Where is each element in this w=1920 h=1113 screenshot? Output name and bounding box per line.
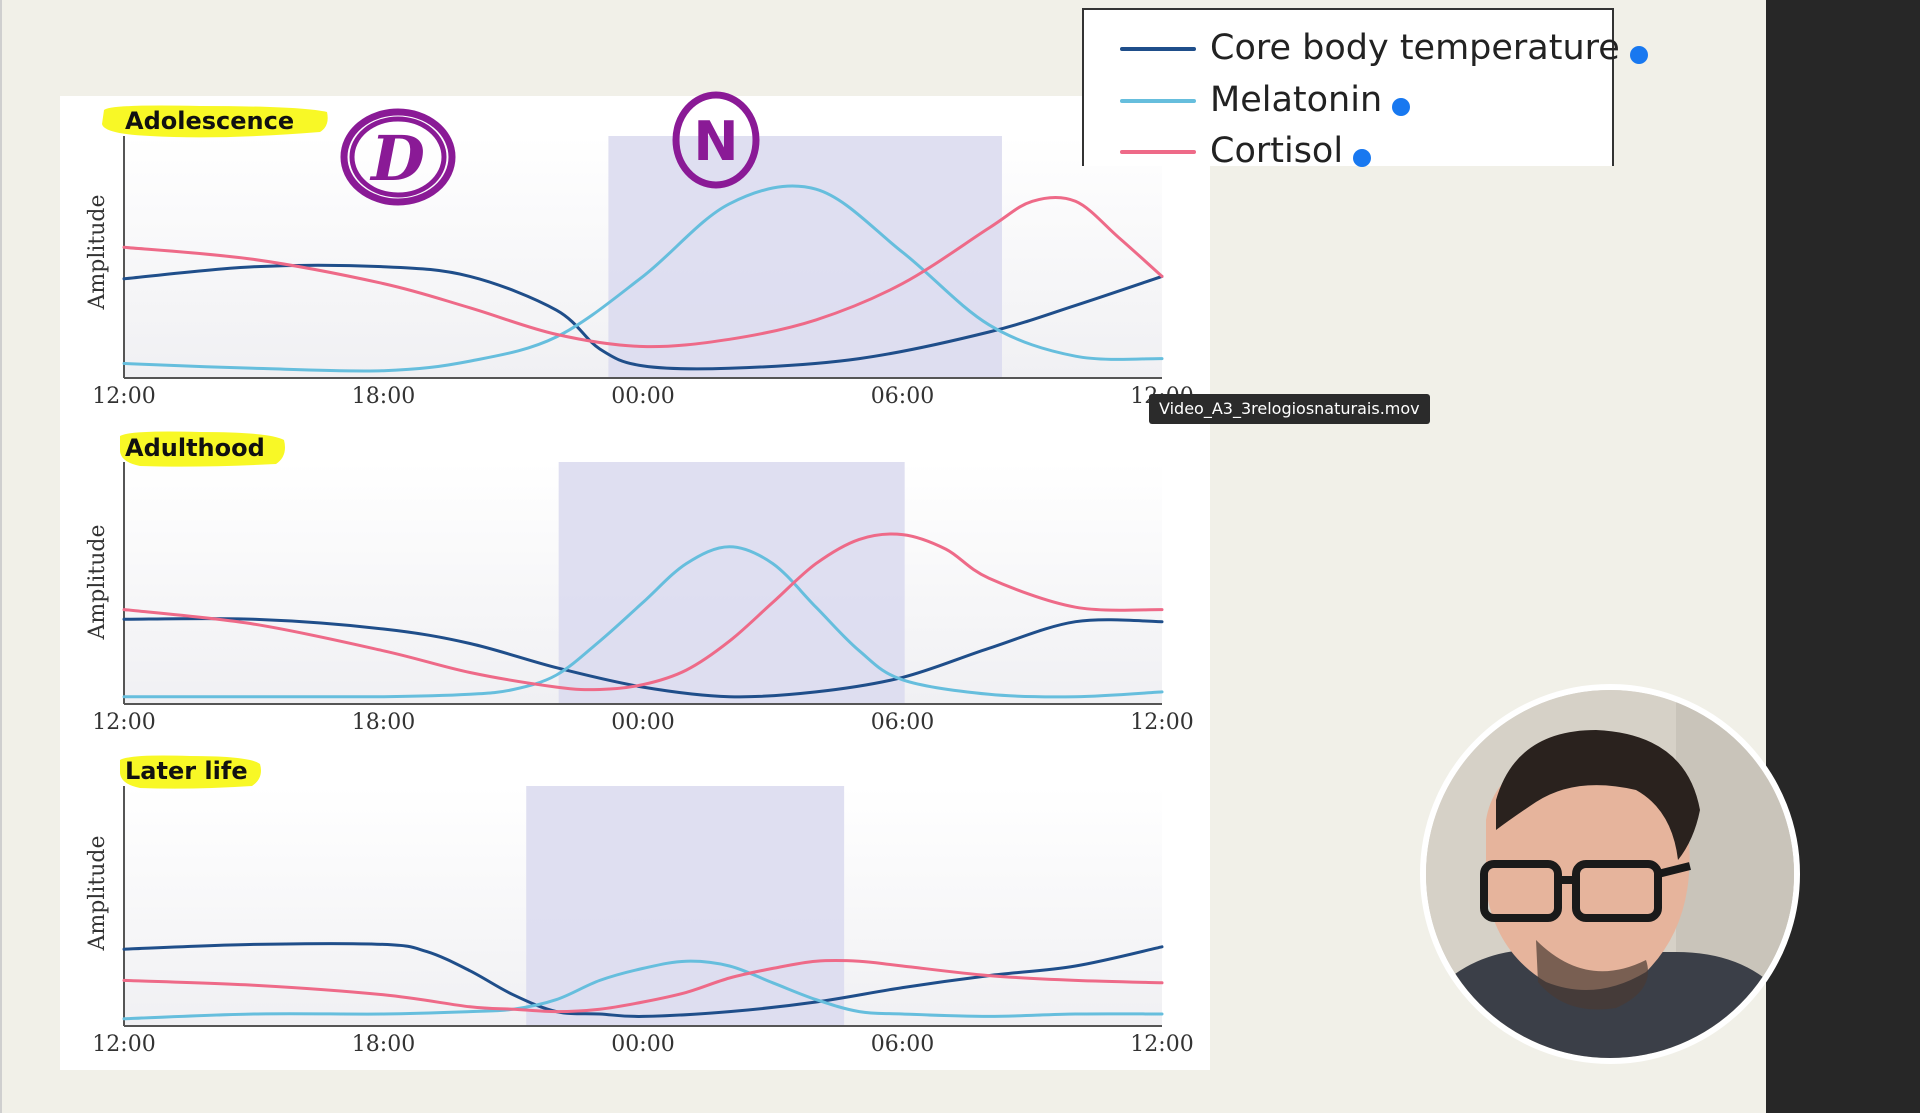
legend-swatch	[1120, 99, 1196, 103]
series-line-cortisol	[122, 195, 1164, 349]
legend-entry: Melatonin	[1210, 80, 1411, 120]
title-highlight	[102, 105, 328, 138]
panel-adolescence: Amplitude 12:00 18:00 00:00 06:00 12:00 …	[85, 105, 1194, 409]
pointer-dot-icon	[1392, 98, 1411, 116]
filename-tooltip: Video_A3_3relogiosnaturais.mov	[1149, 394, 1430, 424]
presenter-face	[1486, 754, 1690, 990]
legend-item-core-body-temperature: Core body temperature	[1120, 28, 1648, 68]
x-tick-labels: 12:00 18:00 00:00 06:00 12:00	[92, 1032, 1193, 1057]
panel-title: Later life	[125, 757, 248, 785]
y-axis-label: Amplitude	[85, 524, 110, 640]
x-tick-label: 06:00	[871, 384, 934, 409]
annotation-day-mark: D	[340, 108, 456, 206]
ink-circle	[349, 116, 447, 198]
title-highlight	[120, 431, 285, 467]
ink-circle	[340, 108, 456, 206]
x-tick-label: 18:00	[352, 384, 415, 409]
x-tick-labels: 12:00 18:00 00:00 06:00 12:00	[92, 710, 1193, 735]
presenter-hair	[1496, 730, 1700, 860]
sleep-window-band	[558, 462, 905, 704]
presenter-avatar-icon	[1426, 690, 1794, 1058]
glasses-left-lens	[1480, 860, 1562, 922]
legend-swatch	[1120, 150, 1196, 154]
glasses-icon	[1480, 860, 1691, 922]
series-lines	[122, 942, 1164, 1021]
series-line-melatonin	[122, 545, 1164, 699]
sleep-window-band	[526, 786, 845, 1026]
legend-item-melatonin: Melatonin	[1120, 80, 1600, 120]
x-tick-label: 00:00	[611, 1032, 674, 1057]
presenter-beard	[1536, 940, 1648, 1010]
series-line-cortisol	[122, 532, 1164, 692]
presenter-webcam	[1420, 684, 1800, 1064]
x-tick-label: 12:00	[92, 710, 155, 735]
day-mark-letter: D	[369, 122, 425, 195]
pointer-dot-icon	[1353, 149, 1372, 167]
series-line-melatonin	[122, 959, 1164, 1021]
x-tick-label: 12:00	[92, 1032, 155, 1057]
x-tick-label: 18:00	[352, 710, 415, 735]
legend-swatch	[1120, 47, 1196, 51]
sleep-window-band	[608, 136, 1002, 378]
x-tick-label: 06:00	[871, 1032, 934, 1057]
legend-label: Core body temperature	[1210, 28, 1620, 68]
night-mark-letter: N	[693, 110, 738, 173]
x-tick-label: 12:00	[92, 384, 155, 409]
right-dark-panel	[1766, 0, 1920, 1113]
series-lines	[122, 532, 1164, 699]
y-axis-label: Amplitude	[85, 835, 110, 951]
panel-title: Adolescence	[125, 107, 294, 135]
pointer-dot-icon	[1629, 46, 1648, 64]
panel-later-life: Amplitude 12:00 18:00 00:00 06:00 12:00 …	[85, 755, 1194, 1057]
series-line-core-body-temperature	[122, 263, 1164, 371]
series-line-core-body-temperature	[122, 942, 1164, 1018]
x-tick-label: 00:00	[611, 710, 674, 735]
x-tick-labels: 12:00 18:00 00:00 06:00 12:00	[92, 384, 1193, 409]
annotation-night-mark: N	[672, 91, 760, 189]
x-tick-label: 18:00	[352, 1032, 415, 1057]
glasses-right-lens	[1572, 860, 1662, 922]
panel-adulthood: Amplitude 12:00 18:00 00:00 06:00 12:00 …	[85, 431, 1194, 735]
title-highlight	[120, 755, 261, 789]
y-axis-label: Amplitude	[85, 194, 110, 310]
legend-label: Cortisol	[1210, 131, 1344, 171]
x-tick-label: 00:00	[611, 384, 674, 409]
legend-entry: Cortisol	[1210, 131, 1372, 171]
legend-label: Melatonin	[1210, 80, 1383, 120]
x-tick-label: 12:00	[1130, 1032, 1193, 1057]
series-line-cortisol	[122, 958, 1164, 1014]
ink-circle	[672, 91, 760, 189]
window-left-edge	[0, 0, 2, 1113]
legend-entry: Core body temperature	[1210, 28, 1648, 68]
x-tick-label: 12:00	[1130, 710, 1193, 735]
chart-legend: Core body temperature Melatonin Cortisol	[1082, 8, 1648, 171]
series-line-melatonin	[122, 184, 1164, 373]
x-tick-label: 06:00	[871, 710, 934, 735]
series-line-core-body-temperature	[122, 617, 1164, 699]
glasses-arm	[1657, 862, 1691, 878]
panel-title: Adulthood	[125, 434, 265, 462]
legend-item-cortisol: Cortisol	[1120, 131, 1600, 171]
series-lines	[122, 184, 1164, 373]
